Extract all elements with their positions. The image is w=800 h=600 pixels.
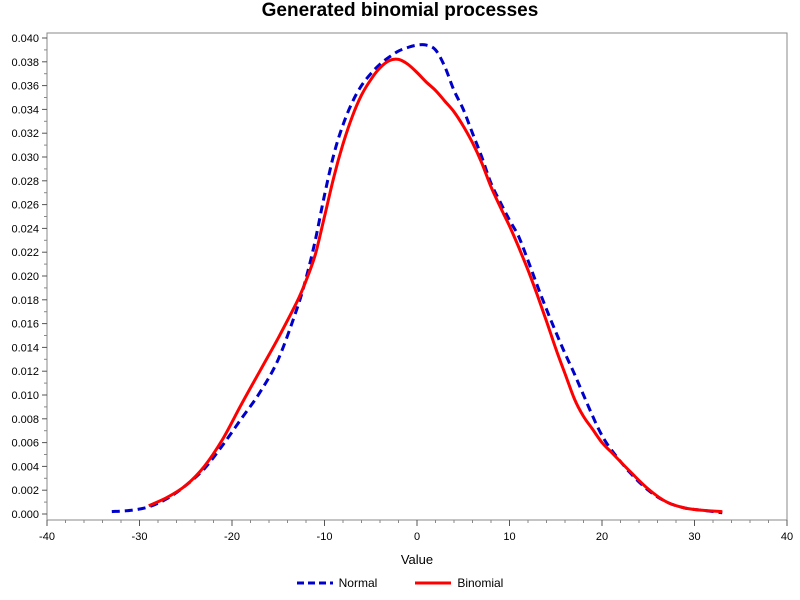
x-tick-label: -10 [317,531,333,543]
x-tick-label: 30 [688,531,700,543]
legend: Normal Binomial [0,576,800,590]
y-tick-label: 0.038 [11,57,39,69]
x-tick-label: 10 [503,531,515,543]
y-tick-label: 0.016 [11,319,39,331]
y-tick-label: 0.000 [11,509,39,521]
y-tick-label: 0.012 [11,366,39,378]
x-tick-label: 0 [414,531,420,543]
x-tick-label: 20 [596,531,608,543]
y-tick-label: 0.010 [11,390,39,402]
y-tick-label: 0.026 [11,200,39,212]
y-tick-label: 0.022 [11,247,39,259]
x-tick-label: 40 [781,531,793,543]
x-axis: -40 -30 -20 -10 0 10 20 30 40 [39,520,793,543]
y-tick-label: 0.006 [11,438,39,450]
y-axis: 0.000 0.002 0.004 0.006 0.008 0.010 0.012 0.014… [11,33,47,521]
series-line-normal [111,43,723,515]
legend-label-binomial: Binomial [457,576,504,590]
x-axis-label: Value [400,552,434,567]
chart-title: Generated binomial processes [261,0,539,21]
y-tick-label: 0.036 [11,81,39,93]
legend-swatch-normal [296,581,333,585]
y-tick-label: 0.028 [11,176,39,188]
x-tick-label: -40 [39,531,55,543]
legend-swatch-binomial [415,581,452,585]
legend-item-binomial: Binomial [415,576,503,590]
y-tick-label: 0.020 [11,271,39,283]
y-tick-label: 0.004 [11,461,39,473]
y-tick-label: 0.034 [11,104,39,116]
y-tick-label: 0.008 [11,414,39,426]
y-tick-label: 0.032 [11,128,39,140]
legend-label-normal: Normal [338,576,378,590]
y-tick-label: 0.002 [11,485,39,497]
series-layer [111,43,723,515]
y-tick-label: 0.024 [11,223,39,235]
y-tick-label: 0.040 [11,33,39,45]
legend-item-normal: Normal [296,576,378,590]
y-tick-label: 0.018 [11,295,39,307]
plot-frame [46,32,788,521]
x-tick-label: -30 [132,531,148,543]
y-tick-label: 0.030 [11,152,39,164]
y-tick-label: 0.014 [11,342,39,354]
x-tick-label: -20 [224,531,240,543]
series-line-binomial [148,57,723,514]
